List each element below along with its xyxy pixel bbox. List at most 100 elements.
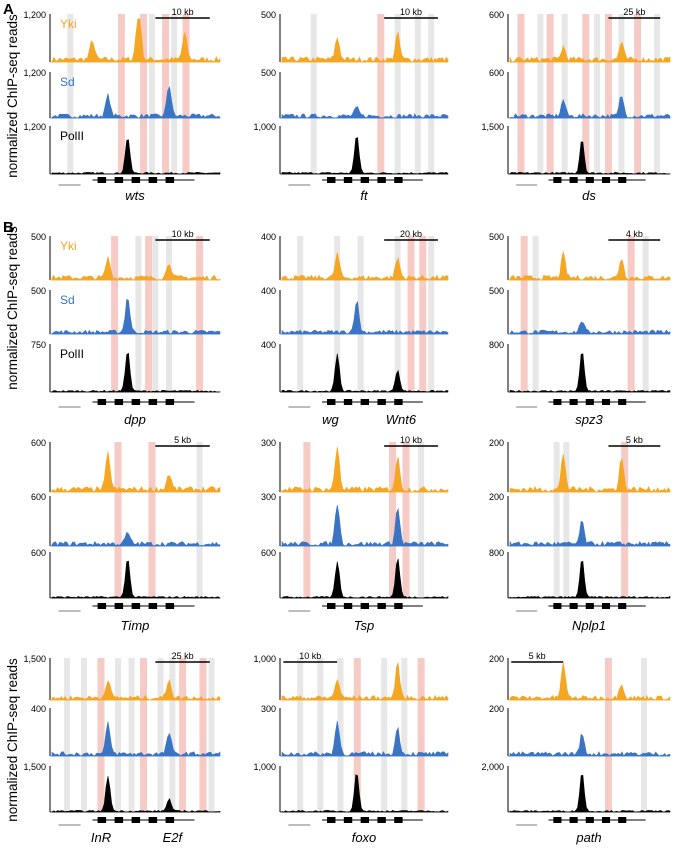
highlight-band-gray [654, 14, 661, 174]
highlight-band-gray [394, 14, 401, 174]
y-max-tick-label: 300 [261, 438, 276, 448]
highlight-band-red [402, 442, 410, 598]
track-label: Yki [60, 17, 77, 31]
highlight-band-gray [310, 14, 317, 174]
gene-exon [165, 399, 175, 405]
highlight-band-red [634, 14, 642, 174]
y-max-tick-label: 750 [31, 340, 46, 350]
track-label: Yki [60, 239, 77, 253]
highlight-band-red [627, 236, 635, 392]
highlight-band-gray [152, 236, 159, 392]
coverage-track [509, 774, 671, 813]
highlight-band-red [419, 236, 427, 392]
highlight-band-red [117, 14, 125, 174]
gene-exon [114, 177, 124, 183]
highlight-band-gray [537, 14, 544, 174]
gene-exon [553, 399, 562, 405]
highlight-band-red [111, 236, 119, 392]
y-max-tick-label: 600 [31, 548, 46, 558]
gene-exon [601, 399, 611, 405]
y-max-tick-label: 800 [489, 548, 504, 558]
y-max-tick-label: 400 [261, 340, 276, 350]
y-max-tick-label: 400 [261, 286, 276, 296]
highlight-band-gray [149, 14, 155, 174]
ylabel-row-2: normalized ChIP-seq reads [5, 226, 20, 390]
gene-name: InR [91, 830, 111, 845]
coverage-track [51, 139, 221, 175]
highlight-band-gray [297, 658, 304, 812]
gene-exon [327, 177, 336, 183]
coverage-track [509, 520, 671, 547]
coverage-track [281, 300, 449, 335]
coverage-track [281, 662, 449, 701]
gene-exon [148, 177, 158, 183]
coverage-track [51, 298, 221, 335]
y-max-tick-label: 200 [489, 654, 504, 664]
coverage-track [51, 86, 221, 119]
highlight-band-gray [594, 14, 601, 174]
highlight-band-gray [428, 14, 435, 174]
highlight-band-red [621, 442, 629, 598]
scale-bar-label: 5 kb [626, 435, 643, 445]
highlight-band-gray [428, 236, 435, 392]
track-label: PolII [60, 129, 84, 143]
highlight-band-red [145, 236, 153, 392]
y-max-tick-label: 2,000 [481, 762, 504, 772]
scale-bar-label: 25 kb [623, 7, 645, 17]
coverage-track [509, 251, 671, 281]
gene-exon [148, 399, 158, 405]
highlight-band-gray [115, 658, 121, 812]
highlight-band-red [407, 236, 415, 392]
highlight-band-gray [128, 658, 135, 812]
scale-bar-label: 25 kb [172, 651, 194, 661]
gene-exon [131, 603, 141, 609]
coverage-track [51, 721, 221, 757]
gene-exon [394, 817, 403, 823]
y-max-tick-label: 1,000 [253, 762, 276, 772]
gene-exon [131, 817, 141, 823]
coverage-track [509, 560, 671, 599]
highlight-band-red [604, 14, 612, 174]
ylabel-row-3: normalized ChIP-seq reads [5, 658, 20, 822]
scale-bar-label: 10 kb [400, 435, 422, 445]
highlight-band-gray [563, 442, 570, 598]
highlight-band-gray [561, 14, 568, 174]
coverage-track [509, 141, 671, 175]
coverage-track [281, 504, 449, 547]
y-max-tick-label: 200 [489, 438, 504, 448]
y-max-tick-label: 500 [31, 286, 46, 296]
y-max-tick-label: 600 [489, 10, 504, 20]
y-max-tick-label: 500 [489, 232, 504, 242]
y-max-tick-label: 1,500 [23, 654, 46, 664]
scale-bar-label: 10 kb [172, 7, 194, 17]
gene-exon [343, 603, 353, 609]
gene-exon [585, 177, 594, 183]
y-max-tick-label: 300 [261, 704, 276, 714]
gene-exon [114, 399, 124, 405]
gene-exon [377, 603, 386, 609]
coverage-track [281, 252, 449, 281]
coverage-track [509, 454, 671, 493]
y-max-tick-label: 300 [261, 492, 276, 502]
y-max-tick-label: 500 [31, 232, 46, 242]
highlight-band-gray [297, 236, 304, 392]
gene-exon [97, 177, 107, 183]
y-max-tick-label: 600 [261, 548, 276, 558]
y-max-tick-label: 1,500 [481, 122, 504, 132]
highlight-band-red [353, 658, 361, 812]
y-max-tick-label: 1,500 [23, 762, 46, 772]
highlight-band-red [97, 658, 105, 812]
gene-name: wts [125, 188, 145, 203]
track-label: Sd [60, 293, 75, 307]
highlight-band-gray [208, 658, 215, 812]
gene-name: E2f [163, 830, 184, 845]
gene-exon [148, 817, 158, 823]
gene-exon [327, 817, 336, 823]
coverage-track [51, 352, 221, 393]
coverage-track [509, 733, 671, 757]
gene-exon [343, 399, 353, 405]
highlight-band-red [389, 442, 397, 598]
gene-exon [618, 399, 627, 405]
track-label: Sd [60, 75, 75, 89]
